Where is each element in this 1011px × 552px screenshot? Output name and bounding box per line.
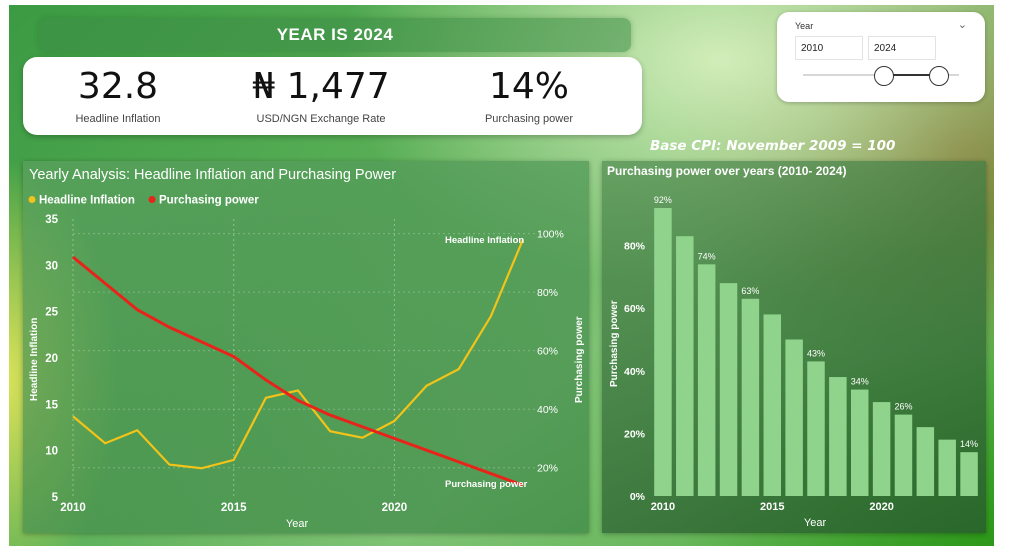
year-banner: YEAR IS 2024 [39,18,631,52]
kpi-label: USD/NGN Exchange Rate [256,113,386,125]
kpi-headline-inflation: 32.8 Headline Inflation [53,66,183,126]
line-chart[interactable]: Yearly Analysis: Headline Inflation and … [23,161,589,533]
bar-2018 [829,377,847,496]
chart-legend[interactable]: Headline Inflation Purchasing power [28,195,260,207]
legend-swatch-inflation [28,196,36,203]
y-tick-label: 0% [630,491,646,503]
y-tick-label: 25 [45,307,58,319]
kpi-value: 32.8 [77,66,159,107]
y2-tick-label: 100% [537,229,564,241]
chart-title: Purchasing power over years (2010- 2024) [607,164,846,178]
data-label: 14% [960,439,978,449]
bar-chart-panel: Purchasing power over years (2010- 2024)… [602,161,986,533]
data-label: 34% [851,377,869,387]
legend-label-purchasing: Purchasing power [159,195,259,207]
y2-tick-label: 40% [537,404,558,416]
chart-title: Yearly Analysis: Headline Inflation and … [29,167,396,183]
bar-2017 [807,361,825,496]
slicer-selected-range [884,74,940,76]
data-label: 92% [654,195,672,205]
x-tick-label: 2020 [382,502,408,514]
canvas-bottom-edge [0,546,1011,552]
y-tick-label: 20 [45,353,58,365]
y-axis-title: Headline Inflation [29,318,40,401]
year-slicer[interactable]: Year ⌄ 2010 2024 [777,12,985,102]
y-tick-label: 35 [45,214,58,226]
line-chart-panel: Yearly Analysis: Headline Inflation and … [23,161,589,533]
legend-label-inflation: Headline Inflation [39,195,135,207]
kpi-value: 14% [488,66,569,107]
series-end-label-purchasing: Purchasing power [445,479,528,490]
data-label: 63% [741,286,759,296]
slicer-end-input[interactable]: 2024 [868,36,936,60]
y-axis-title: Purchasing power [609,300,620,387]
kpi-label: Headline Inflation [75,113,161,125]
series-line-inflation [72,238,525,470]
y-tick-label: 10 [45,446,58,458]
bar-2015 [763,314,782,496]
bar-2023 [938,439,956,496]
chevron-down-icon[interactable]: ⌄ [957,19,967,31]
base-cpi-note: Base CPI: November 2009 = 100 [650,138,896,154]
bar-2010 [654,208,672,496]
slicer-title: Year [795,21,814,31]
kpi-label: Purchasing power [484,113,574,125]
slicer-start-handle[interactable] [874,66,894,86]
canvas-right-edge [994,0,1011,552]
kpi-purchasing-power: 14% Purchasing power [464,66,594,126]
y2-tick-label: 60% [537,346,558,358]
bar-2022 [916,427,935,496]
bar-2013 [719,283,738,496]
y-tick-label: 40% [624,366,646,378]
bar-2020 [872,402,891,496]
bar-2021 [894,414,913,496]
y-tick-label: 30 [45,260,58,272]
series-end-label-inflation: Headline Inflation [445,235,524,246]
y-tick-label: 20% [624,428,646,440]
data-label: 74% [698,251,716,261]
x-axis-title: Year [804,517,827,529]
x-tick-label: 2015 [221,502,247,514]
slicer-end-handle[interactable] [929,66,949,86]
kpi-exchange-rate: ₦ 1,477 USD/NGN Exchange Rate [241,66,401,126]
kpi-value: ₦ 1,477 [252,66,390,107]
y-tick-label: 5 [52,492,59,504]
data-label: 43% [807,348,825,358]
x-tick-label: 2020 [869,501,893,513]
bar-2019 [850,389,869,496]
data-label: 26% [894,402,912,412]
bar-2024 [960,452,978,496]
bar-chart[interactable]: Purchasing power over years (2010- 2024)… [602,161,986,533]
y-tick-label: 15 [45,399,58,411]
y2-tick-label: 20% [537,463,558,475]
bar-2016 [785,339,803,496]
y2-axis-title: Purchasing power [574,316,585,403]
bar-2012 [697,264,716,496]
kpi-card: 32.8 Headline Inflation ₦ 1,477 USD/NGN … [23,57,642,135]
bar-2011 [676,236,694,496]
x-tick-label: 2010 [60,502,86,514]
y-tick-label: 80% [624,241,646,253]
series-line-purchasing [72,255,524,487]
bar-2014 [741,298,760,496]
y2-tick-label: 80% [537,287,558,299]
canvas-left-edge [0,0,9,552]
x-tick-label: 2015 [760,501,784,513]
y-tick-label: 60% [624,303,646,315]
slicer-start-input[interactable]: 2010 [795,36,863,60]
legend-swatch-purchasing [148,196,156,203]
x-tick-label: 2010 [651,501,675,513]
x-axis-title: Year [286,518,309,530]
